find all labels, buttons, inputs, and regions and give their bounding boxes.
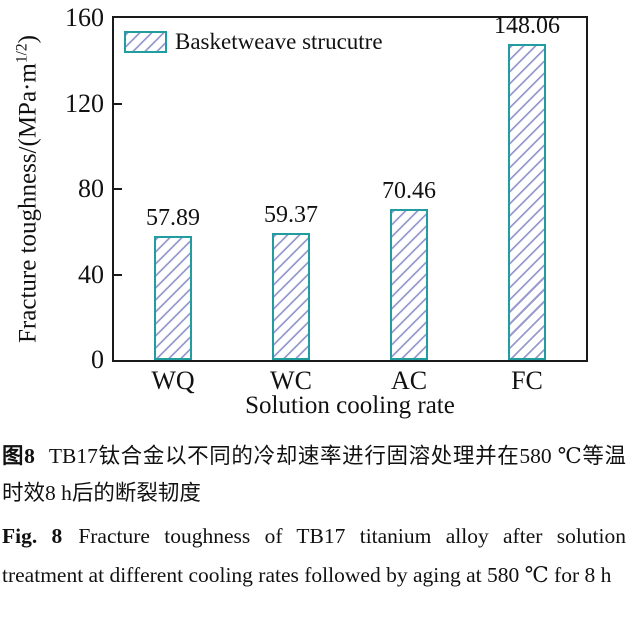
y-axis-tick-label: 40 bbox=[78, 259, 104, 289]
caption-chinese-figure-number: 图8 bbox=[2, 444, 35, 468]
bar-fc bbox=[508, 43, 546, 360]
x-axis-category-label-ac: AC bbox=[390, 366, 428, 395]
x-axis-category-label-wq: WQ bbox=[151, 366, 195, 395]
caption-chinese: 图8 TB17钛合金以不同的冷却速率进行固溶处理并在580 ℃等温时效8 h后的断… bbox=[2, 438, 626, 512]
x-axis-title: Solution cooling rate bbox=[245, 392, 455, 419]
legend-hatch-swatch bbox=[124, 31, 167, 53]
bar-value-label-wq: 57.89 bbox=[146, 205, 200, 232]
y-axis-tick bbox=[114, 273, 122, 276]
caption-english: Fig. 8 Fracture toughness of TB17 titaniu… bbox=[2, 517, 626, 595]
bar-wc bbox=[272, 233, 310, 360]
plot-area: Basketweave strucutre 0 40 80 120 160 57.89 WQ… bbox=[65, 4, 588, 395]
bar-chart-figure: Fracture toughness/(MPa·m1/2) Basketweav… bbox=[13, 4, 588, 419]
y-axis-tick-label: 160 bbox=[65, 3, 104, 32]
bar-wq bbox=[154, 236, 192, 360]
y-axis-tick-label: 120 bbox=[65, 88, 104, 118]
caption-english-text: Fracture toughness of TB17 titanium allo… bbox=[2, 524, 627, 587]
legend: Basketweave strucutre bbox=[124, 29, 383, 55]
y-axis-tick-label: 0 bbox=[91, 345, 104, 374]
y-axis-tick bbox=[114, 102, 122, 105]
y-axis-title-suffix: ) bbox=[14, 35, 42, 44]
x-axis-category-label-fc: FC bbox=[511, 366, 543, 395]
bar-value-label-fc: 148.06 bbox=[494, 12, 560, 39]
caption-chinese-text: TB17钛合金以不同的冷却速率进行固溶处理并在580 ℃等温时效8 h后的断裂韧… bbox=[2, 444, 626, 505]
bar-ac bbox=[390, 209, 428, 360]
bar-value-label-ac: 70.46 bbox=[382, 178, 436, 205]
caption-english-figure-number: Fig. 8 bbox=[2, 524, 63, 548]
legend-label: Basketweave strucutre bbox=[175, 29, 383, 54]
bar-value-label-wc: 59.37 bbox=[264, 202, 318, 229]
y-axis-tick-label: 80 bbox=[78, 174, 104, 203]
y-axis-title-superscript: 1/2 bbox=[13, 43, 31, 64]
x-axis-category-label-wc: WC bbox=[270, 366, 312, 395]
y-axis-tick bbox=[114, 188, 122, 190]
